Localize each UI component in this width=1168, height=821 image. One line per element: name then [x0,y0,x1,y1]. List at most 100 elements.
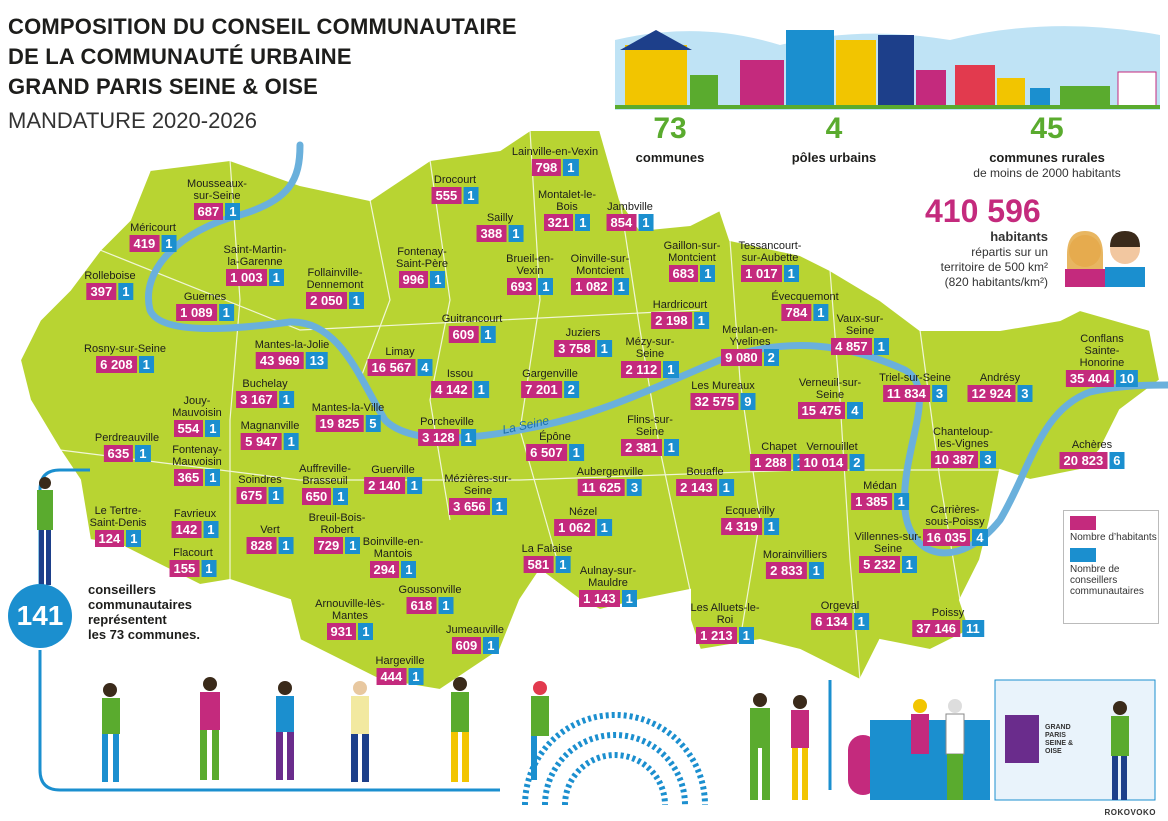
population-box: 3 128 [418,429,459,446]
population-box: 4 142 [431,381,472,398]
stat-value: 73 [653,112,687,145]
commune-name: Méricourt [130,222,176,234]
councillors-box: 1 [718,479,734,496]
commune-name: Chanteloup-les-Vignes [933,426,993,450]
commune-name: Aulnay-sur-Mauldre [579,565,637,589]
councillors-box: 1 [118,283,134,300]
population-box: 693 [506,278,537,295]
commune-name: Arnouville-lès-Mantes [315,598,385,622]
commune: Juziers 3 758 1 [554,327,612,357]
commune: Mézières-sur-Seine 3 656 1 [442,473,514,515]
councillors-box: 1 [225,203,241,220]
councillors-box: 1 [430,271,446,288]
text-line: les 73 communes. [88,627,200,642]
population-box: 554 [173,420,204,437]
commune: Flacourt 155 1 [169,547,217,577]
population-box: 2 112 [621,361,662,378]
commune-figures: 2 381 1 [621,439,679,456]
commune-name: Poissy [931,607,965,619]
commune-name: Bouafle [686,466,724,478]
commune-figures: 397 1 [86,283,134,300]
commune-name: La Falaise [521,543,573,555]
councillors-box: 1 [508,225,524,242]
commune: Rolleboise 397 1 [84,270,136,300]
commune-name: Lainville-en-Vexin [511,146,599,158]
councillors-box: 1 [268,487,284,504]
commune-figures: 609 1 [448,326,496,343]
commune: Nézel 1 062 1 [554,506,612,536]
councillors-box: 6 [1109,452,1125,469]
commune: Flins-sur-Seine 2 381 1 [614,414,686,456]
commune: La Falaise 581 1 [521,543,573,573]
commune: Auffreville-Brasseuil 650 1 [289,463,361,505]
councillors-box: 1 [596,340,612,357]
commune-figures: 6 507 1 [526,444,584,461]
population-box: 6 208 [96,356,137,373]
councillors-box: 1 [538,278,554,295]
commune-name: Magnanville [240,420,300,432]
population-box: 2 833 [766,562,807,579]
commune-name: Saint-Martin-la-Garenne [223,244,287,268]
population-box: 555 [431,187,462,204]
councillors-box: 11 [962,620,984,637]
commune-figures: 618 1 [406,597,454,614]
commune: Jambville 854 1 [606,201,654,231]
commune-figures: 3 167 1 [236,391,294,408]
population-box: 5 947 [241,433,282,450]
councillors-box: 1 [278,537,294,554]
commune: Méricourt 419 1 [129,222,177,252]
population-box: 675 [236,487,267,504]
commune: Arnouville-lès-Mantes 931 1 [314,598,386,640]
commune: Évecquemont 784 1 [771,291,839,321]
population-box: 609 [448,326,479,343]
commune-name: Soindres [238,474,282,486]
commune-name: Rolleboise [84,270,136,282]
commune-name: Juziers [565,327,601,339]
commune-name: Morainvilliers [762,549,828,561]
commune-name: Fontenay-Saint-Père [396,246,448,270]
credit: ROKOVOKO [1104,808,1156,817]
commune-figures: 828 1 [246,537,294,554]
population-box: 321 [543,214,574,231]
commune-name: Goussonville [398,584,462,596]
population-box: 4 319 [721,518,762,535]
stat-note: de moins de 2000 habitants [973,166,1121,180]
commune-figures: 155 1 [169,560,217,577]
councillors-box: 2 [849,454,865,471]
population-box: 798 [531,159,562,176]
councillors-box: 1 [205,420,221,437]
commune-figures: 675 1 [236,487,284,504]
councillors-box: 1 [563,159,579,176]
councillors-box: 1 [135,445,151,462]
population-box: 931 [326,623,357,640]
commune: Poissy 37 146 11 [912,607,984,637]
councillors-box: 1 [568,444,584,461]
commune-figures: 1 213 1 [696,627,754,644]
stat-label: communes [635,150,705,165]
commune: Guitrancourt 609 1 [442,313,502,343]
arch [522,712,708,806]
councillors-box: 1 [463,187,479,204]
commune-name: Conflans Sainte-Honorine [1079,333,1125,369]
commune: Oinville-sur-Montcient 1 082 1 [564,253,636,295]
commune-name: Verneuil-sur-Seine [798,377,862,401]
commune-name: Mézy-sur-Seine [625,336,675,360]
councillors-box: 3 [980,451,996,468]
commune: Guernes 1 089 1 [176,291,234,321]
commune-name: Perdreauville [94,432,160,444]
commune: Breuil-Bois-Robert 729 1 [301,512,373,554]
commune-figures: 2 198 1 [651,312,709,329]
population-box: 365 [173,469,204,486]
commune-figures: 693 1 [506,278,554,295]
title-line: GRAND PARIS SEINE & OISE [8,74,318,99]
councillors-box: 1 [283,433,299,450]
population-box: 650 [301,488,332,505]
commune-figures: 4 142 1 [431,381,489,398]
commune-figures: 1 017 1 [741,265,799,282]
commune-figures: 444 1 [376,668,424,685]
commune: Aubergenville 11 625 3 [577,466,643,496]
commune-name: Vaux-sur-Seine [836,313,884,337]
legend-label: Nombre de conseillers communautaires [1070,564,1144,597]
commune-figures: 43 969 13 [255,352,329,369]
population-box: 37 146 [912,620,961,637]
